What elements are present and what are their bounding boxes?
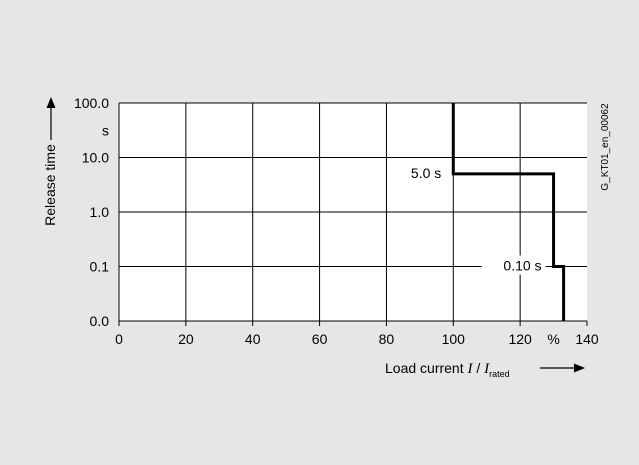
y-axis-title: Release time bbox=[42, 144, 58, 226]
annotation-label: 5.0 s bbox=[411, 165, 441, 181]
y-tick-label: 10.0 bbox=[82, 150, 109, 166]
x-unit-label: % bbox=[547, 331, 559, 347]
x-tick-label: 40 bbox=[245, 331, 261, 347]
annotation-label: 0.10 s bbox=[503, 258, 541, 274]
x-tick-label: 80 bbox=[379, 331, 395, 347]
x-tick-label: 60 bbox=[312, 331, 328, 347]
x-tick-label: 20 bbox=[178, 331, 194, 347]
x-tick-label: 0 bbox=[115, 331, 123, 347]
x-axis-title-prefix: Load current bbox=[385, 360, 468, 376]
x-axis-title-sub: rated bbox=[489, 369, 510, 379]
x-tick-label: 140 bbox=[575, 331, 599, 347]
y-tick-label: 100.0 bbox=[74, 95, 109, 111]
x-tick-label: 120 bbox=[508, 331, 532, 347]
y-tick-label: 0.0 bbox=[90, 313, 110, 329]
y-tick-label: 1.0 bbox=[90, 204, 110, 220]
y-unit-label: s bbox=[102, 122, 109, 138]
y-tick-label: 0.1 bbox=[90, 259, 110, 275]
figure-code: G_KT01_en_00062 bbox=[600, 103, 611, 191]
x-axis-title-sep: / bbox=[473, 360, 485, 376]
x-tick-label: 100 bbox=[442, 331, 466, 347]
